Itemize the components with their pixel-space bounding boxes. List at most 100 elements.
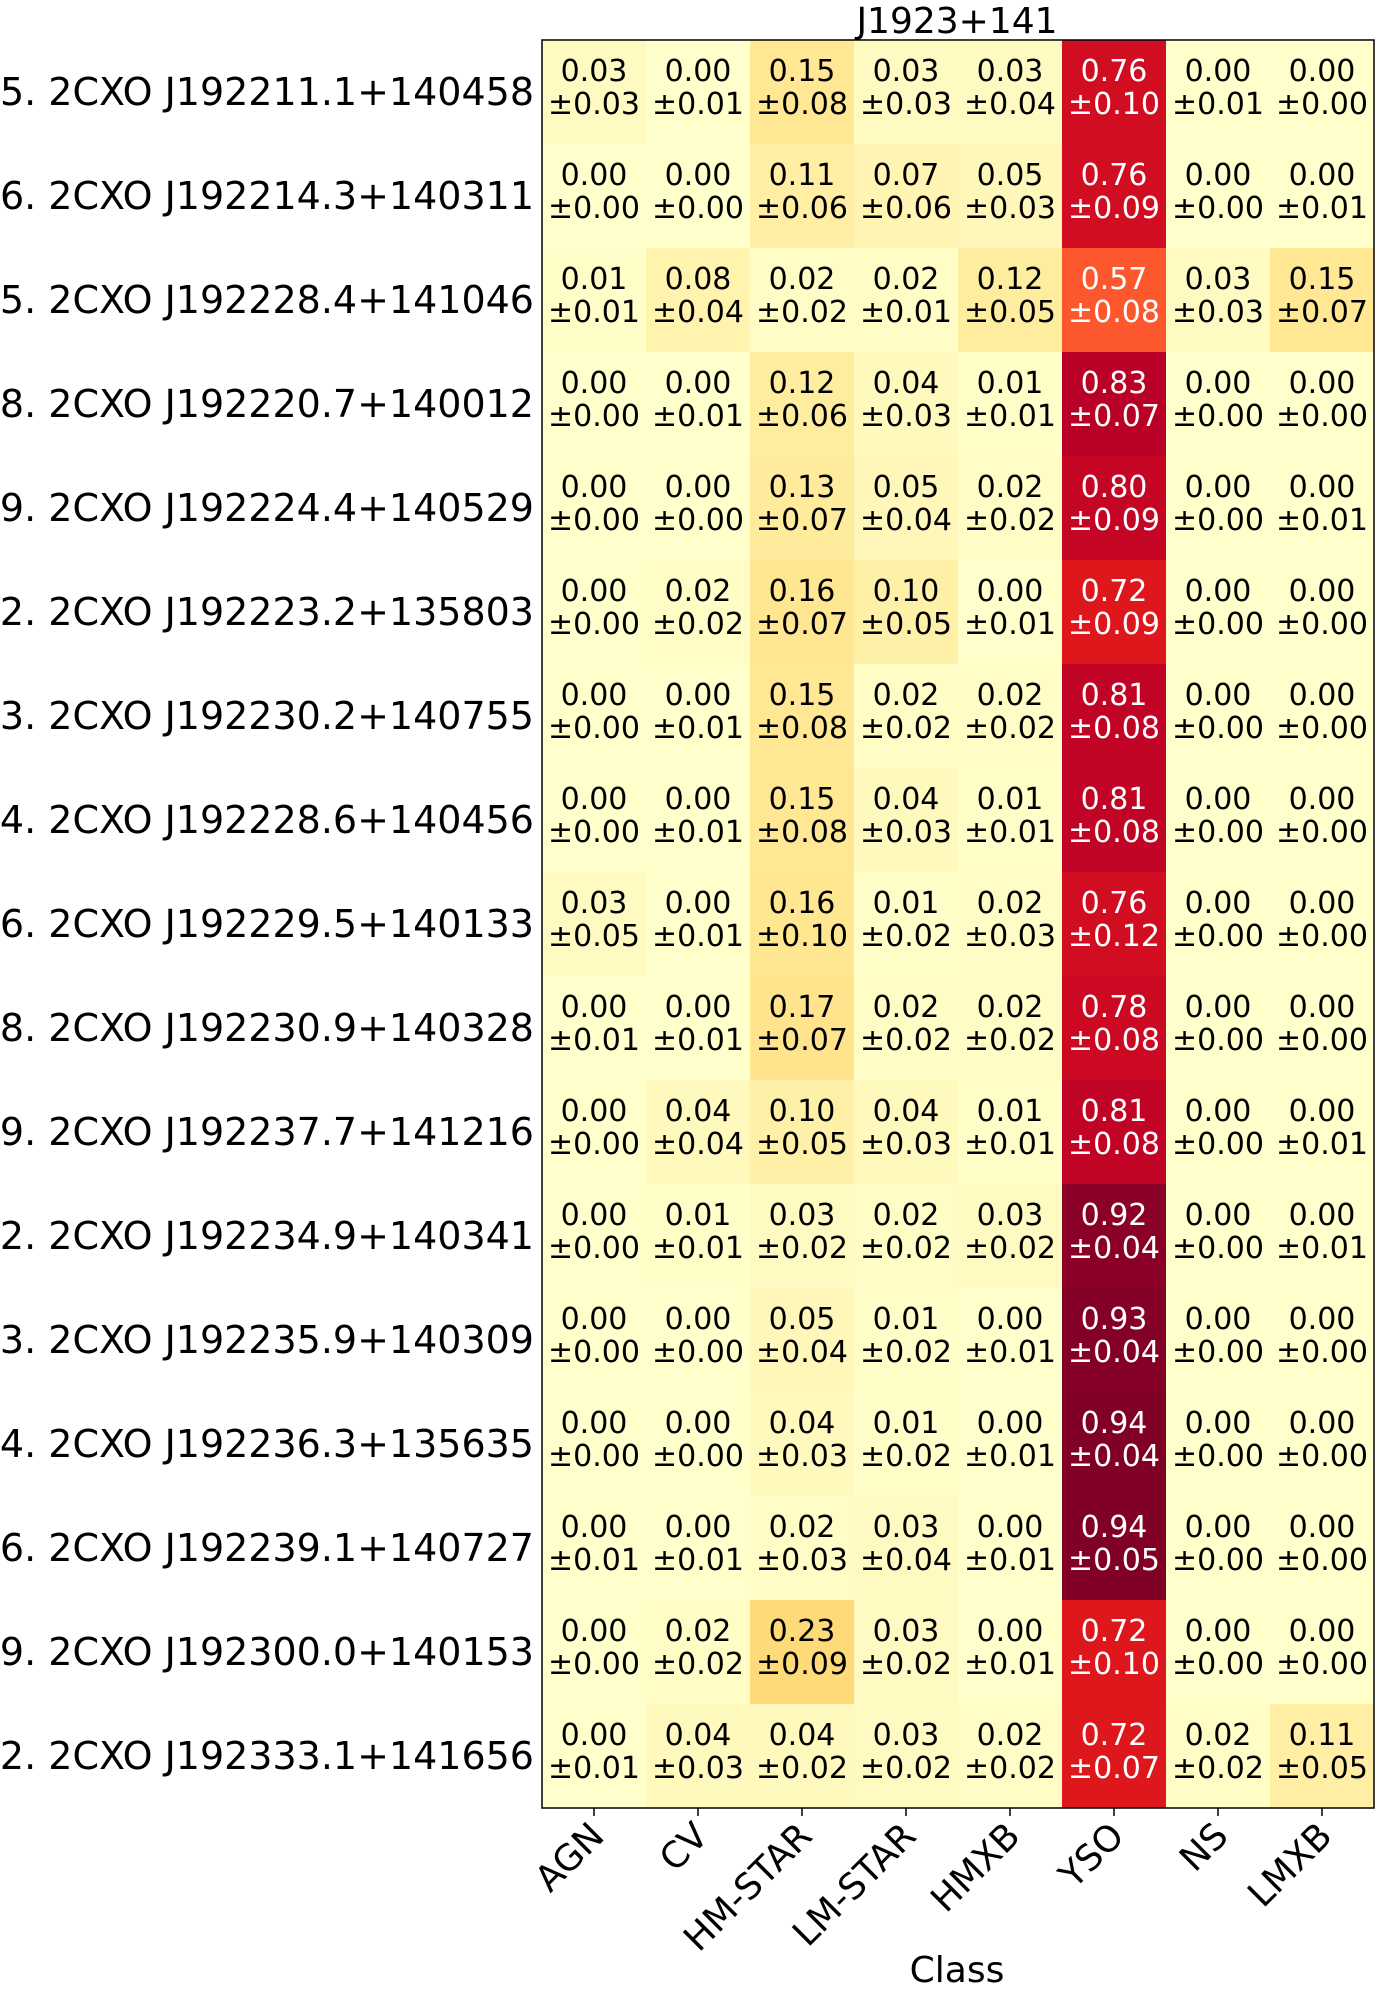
cell-value: 0.00 [561,574,628,609]
cell-value: 0.03 [561,886,628,921]
heatmap-cell [750,352,854,456]
cell-value: 0.03 [1185,262,1252,297]
heatmap-cell [750,1392,854,1496]
cell-value: 0.00 [1185,574,1252,609]
heatmap-cell [1062,352,1166,456]
cell-error: ±0.04 [756,1335,848,1370]
cell-value: 0.00 [665,990,732,1025]
cell-value: 0.10 [873,574,940,609]
heatmap-cell [646,1496,750,1600]
cell-value: 0.00 [561,782,628,817]
cell-error: ±0.06 [756,191,848,226]
heatmap-cell [958,1184,1062,1288]
heatmap-cell [1166,40,1270,144]
cell-value: 0.00 [665,678,732,713]
cell-value: 0.01 [665,1198,732,1233]
cell-error: ±0.00 [1172,919,1264,954]
cell-error: ±0.06 [756,399,848,434]
cell-error: ±0.00 [548,1335,640,1370]
cell-error: ±0.01 [964,1335,1056,1370]
cell-value: 0.00 [561,158,628,193]
cell-error: ±0.00 [548,1127,640,1162]
heatmap-cell [854,976,958,1080]
cell-error: ±0.01 [652,815,744,850]
heatmap-cell [1270,1600,1374,1704]
cell-value: 0.01 [977,366,1044,401]
heatmap-cell [1166,976,1270,1080]
heatmap-cell [750,1704,854,1808]
heatmap-cell [1062,560,1166,664]
cell-error: ±0.01 [860,295,952,330]
cell-value: 0.00 [1289,366,1356,401]
heatmap-cell [1062,872,1166,976]
cell-value: 0.01 [873,886,940,921]
cell-error: ±0.00 [1276,711,1368,746]
cell-error: ±0.02 [860,1439,952,1474]
cell-value: 0.02 [873,678,940,713]
cell-value: 0.76 [1081,158,1148,193]
cell-value: 0.92 [1081,1198,1148,1233]
heatmap-cell [958,144,1062,248]
cell-value: 0.00 [665,54,732,89]
heatmap-cell [958,976,1062,1080]
cell-value: 0.57 [1081,262,1148,297]
column-label: YSO [1051,1815,1132,1896]
heatmap-cell [750,872,854,976]
heatmap-cell [854,352,958,456]
row-label: 22. 2CXO J192223.2+135803 [0,590,534,634]
cell-value: 0.00 [977,1406,1044,1441]
cell-error: ±0.00 [1172,1335,1264,1370]
cell-error: ±0.04 [652,1127,744,1162]
row-labels: 5. 2CXO J192211.1+140458 6. 2CXO J192214.… [0,70,534,1778]
row-label: 32. 2CXO J192234.9+140341 [0,1214,534,1258]
cell-value: 0.00 [561,1094,628,1129]
row-label: 49. 2CXO J192300.0+140153 [0,1630,534,1674]
cell-error: ±0.02 [860,1647,952,1682]
cell-error: ±0.08 [756,87,848,122]
heatmap-cell [958,1288,1062,1392]
cell-value: 0.00 [1185,990,1252,1025]
cell-value: 0.16 [769,574,836,609]
cell-error: ±0.08 [1068,815,1160,850]
cell-value: 0.10 [769,1094,836,1129]
heatmap-cell [1166,248,1270,352]
heatmap-cells: 0.03±0.030.00±0.010.15±0.080.03±0.030.03… [542,40,1374,1808]
cell-error: ±0.00 [1276,815,1368,850]
heatmap-cell [958,768,1062,872]
heatmap-cell [542,1704,646,1808]
cell-value: 0.02 [977,886,1044,921]
heatmap-cell [854,560,958,664]
cell-error: ±0.10 [756,919,848,954]
row-label: 34. 2CXO J192236.3+135635 [0,1422,534,1466]
cell-error: ±0.04 [652,295,744,330]
cell-error: ±0.01 [964,1647,1056,1682]
heatmap-cell [1062,1080,1166,1184]
heatmap-cell [1062,40,1166,144]
heatmap-cell [1270,144,1374,248]
cell-error: ±0.08 [1068,1023,1160,1058]
heatmap-cell [1270,248,1374,352]
cell-value: 0.03 [561,54,628,89]
cell-error: ±0.01 [964,607,1056,642]
cell-value: 0.23 [769,1614,836,1649]
heatmap-cell [1166,872,1270,976]
cell-error: ±0.09 [1068,607,1160,642]
heatmap-cell [542,1600,646,1704]
heatmap-cell [958,872,1062,976]
cell-error: ±0.01 [964,815,1056,850]
cell-error: ±0.00 [1172,1543,1264,1578]
cell-error: ±0.03 [1172,295,1264,330]
cell-error: ±0.00 [1276,1647,1368,1682]
heatmap-cell [854,248,958,352]
heatmap-cell [646,1080,750,1184]
cell-value: 0.02 [665,1614,732,1649]
cell-error: ±0.03 [964,919,1056,954]
cell-error: ±0.00 [1276,607,1368,642]
heatmap-cell [1062,1288,1166,1392]
cell-value: 0.81 [1081,782,1148,817]
cell-error: ±0.00 [1172,1439,1264,1474]
cell-value: 0.03 [977,54,1044,89]
heatmap-cell [1062,248,1166,352]
cell-error: ±0.01 [964,1543,1056,1578]
